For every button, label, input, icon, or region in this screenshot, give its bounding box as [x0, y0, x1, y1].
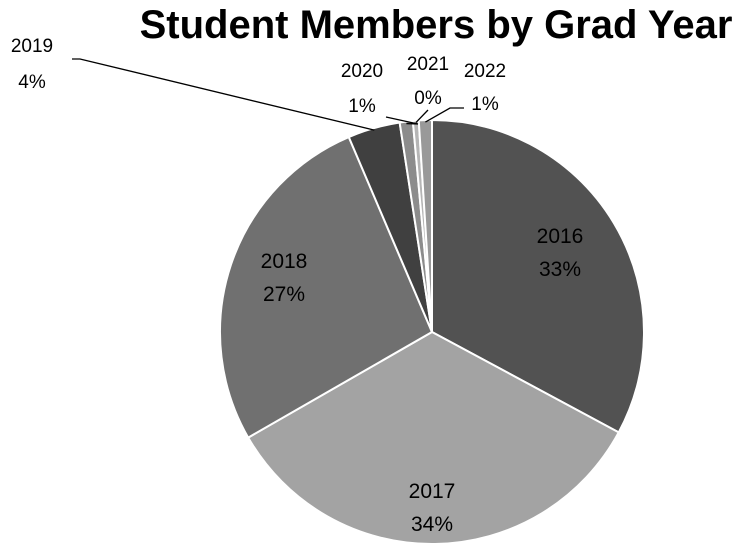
pie-slice-2018	[219, 135, 434, 439]
slice-label-percent-2016: 33%	[539, 258, 581, 281]
leader-line-2022	[425, 107, 464, 123]
slice-label-percent-2018: 27%	[263, 283, 305, 306]
leader-line-2021	[415, 109, 429, 124]
leader-lines	[72, 58, 464, 131]
leader-line-2020	[385, 116, 419, 125]
slice-label-category-2019: 2019	[11, 36, 53, 57]
slice-label-category-2016: 2016	[537, 225, 584, 248]
slice-label-percent-2022: 1%	[471, 94, 499, 115]
pie-slices	[219, 118, 645, 545]
slice-label-category-2020: 2020	[341, 61, 383, 82]
slice-label-category-2017: 2017	[409, 480, 456, 503]
slice-label-percent-2020: 1%	[348, 96, 376, 117]
slice-label-category-2021: 2021	[407, 54, 449, 75]
slice-label-percent-2021: 0%	[414, 88, 442, 109]
pie-slice-2016	[431, 118, 645, 434]
slice-label-category-2018: 2018	[261, 250, 308, 273]
leader-line-2019	[72, 58, 375, 131]
slice-label-category-2022: 2022	[464, 61, 506, 82]
pie-labels: 2016 33% 2017 34% 2018 27% 2019 4% 2020 1% 2021 0% 2…	[11, 36, 584, 536]
slice-label-percent-2017: 34%	[411, 513, 453, 536]
chart-title: Student Members by Grad Year	[140, 3, 733, 47]
slice-label-percent-2019: 4%	[18, 72, 46, 93]
